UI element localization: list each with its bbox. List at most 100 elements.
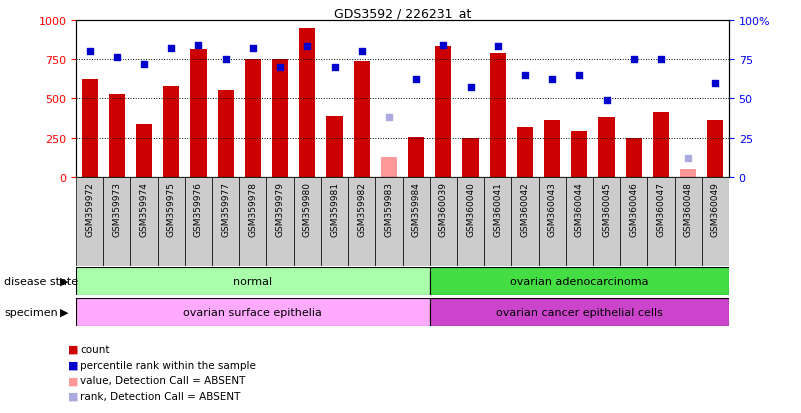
Bar xyxy=(517,127,533,178)
Bar xyxy=(593,178,620,266)
Bar xyxy=(489,54,506,178)
Bar xyxy=(435,47,452,178)
Text: GSM360045: GSM360045 xyxy=(602,182,611,237)
Point xyxy=(274,64,287,71)
Point xyxy=(464,85,477,91)
Point xyxy=(219,57,232,63)
Bar xyxy=(429,178,457,266)
Text: GSM360044: GSM360044 xyxy=(575,182,584,237)
Text: GSM359984: GSM359984 xyxy=(412,182,421,237)
Bar xyxy=(82,80,98,178)
Bar xyxy=(408,138,425,178)
Bar xyxy=(131,178,158,266)
Text: disease state: disease state xyxy=(4,276,78,286)
Bar xyxy=(353,62,370,178)
Bar xyxy=(294,178,321,266)
Text: rank, Detection Call = ABSENT: rank, Detection Call = ABSENT xyxy=(80,391,240,401)
Text: GSM359976: GSM359976 xyxy=(194,182,203,237)
Bar xyxy=(103,178,131,266)
Bar xyxy=(462,138,479,178)
Point xyxy=(165,45,178,52)
Title: GDS3592 / 226231_at: GDS3592 / 226231_at xyxy=(334,7,471,19)
Text: GSM359983: GSM359983 xyxy=(384,182,393,237)
Text: ■: ■ xyxy=(68,391,78,401)
Text: GSM360047: GSM360047 xyxy=(656,182,666,237)
Text: GSM359973: GSM359973 xyxy=(112,182,122,237)
Text: GSM359978: GSM359978 xyxy=(248,182,257,237)
Point xyxy=(573,72,586,79)
Text: GSM360039: GSM360039 xyxy=(439,182,448,237)
Point xyxy=(83,49,96,55)
Bar xyxy=(707,121,723,178)
Text: GSM359977: GSM359977 xyxy=(221,182,230,237)
Text: ■: ■ xyxy=(68,360,78,370)
Bar xyxy=(598,118,614,178)
Point xyxy=(709,80,722,87)
Bar xyxy=(653,112,669,178)
Text: GSM359980: GSM359980 xyxy=(303,182,312,237)
Bar xyxy=(511,178,538,266)
Point xyxy=(356,49,368,55)
Point xyxy=(682,155,694,162)
Text: count: count xyxy=(80,344,110,354)
Text: ovarian cancer epithelial cells: ovarian cancer epithelial cells xyxy=(496,307,662,317)
Text: GSM360042: GSM360042 xyxy=(521,182,529,237)
Bar xyxy=(136,124,152,178)
Bar xyxy=(538,178,566,266)
Text: ▶: ▶ xyxy=(59,276,68,286)
Bar xyxy=(185,178,212,266)
Text: normal: normal xyxy=(233,276,272,286)
Point xyxy=(491,44,504,51)
Text: GSM359981: GSM359981 xyxy=(330,182,339,237)
Point xyxy=(138,61,151,68)
Bar xyxy=(245,60,261,178)
Bar xyxy=(272,60,288,178)
Point xyxy=(627,57,640,63)
Bar xyxy=(484,178,511,266)
Point xyxy=(545,77,558,83)
Bar xyxy=(457,178,484,266)
Text: GSM360046: GSM360046 xyxy=(630,182,638,237)
Bar xyxy=(380,157,397,178)
Bar xyxy=(376,178,402,266)
Bar xyxy=(544,121,560,178)
Text: value, Detection Call = ABSENT: value, Detection Call = ABSENT xyxy=(80,375,245,385)
Bar xyxy=(218,90,234,178)
Point xyxy=(654,57,667,63)
Text: ■: ■ xyxy=(68,344,78,354)
Point xyxy=(247,45,260,52)
Text: ▶: ▶ xyxy=(59,307,68,317)
Bar xyxy=(429,298,729,326)
Bar xyxy=(571,132,587,178)
Point xyxy=(409,77,422,83)
Text: GSM359982: GSM359982 xyxy=(357,182,366,237)
Point xyxy=(328,64,341,71)
Point xyxy=(301,44,314,51)
Bar xyxy=(163,87,179,178)
Text: GSM359975: GSM359975 xyxy=(167,182,175,237)
Bar xyxy=(680,170,696,178)
Point xyxy=(111,55,123,62)
Point xyxy=(600,97,613,104)
Bar xyxy=(191,50,207,178)
Bar xyxy=(299,28,316,178)
Point xyxy=(192,43,205,49)
Text: GSM359979: GSM359979 xyxy=(276,182,284,237)
Bar xyxy=(566,178,593,266)
Bar xyxy=(267,178,294,266)
Bar xyxy=(348,178,376,266)
Text: GSM359972: GSM359972 xyxy=(85,182,95,237)
Bar xyxy=(321,178,348,266)
Point xyxy=(383,115,396,121)
Text: specimen: specimen xyxy=(4,307,58,317)
Bar xyxy=(674,178,702,266)
Point xyxy=(437,43,449,49)
Bar xyxy=(702,178,729,266)
Bar xyxy=(402,178,429,266)
Bar xyxy=(158,178,185,266)
Text: ovarian adenocarcinoma: ovarian adenocarcinoma xyxy=(510,276,649,286)
Text: ovarian surface epithelia: ovarian surface epithelia xyxy=(183,307,322,317)
Bar xyxy=(76,298,429,326)
Bar xyxy=(626,138,642,178)
Bar xyxy=(429,267,729,295)
